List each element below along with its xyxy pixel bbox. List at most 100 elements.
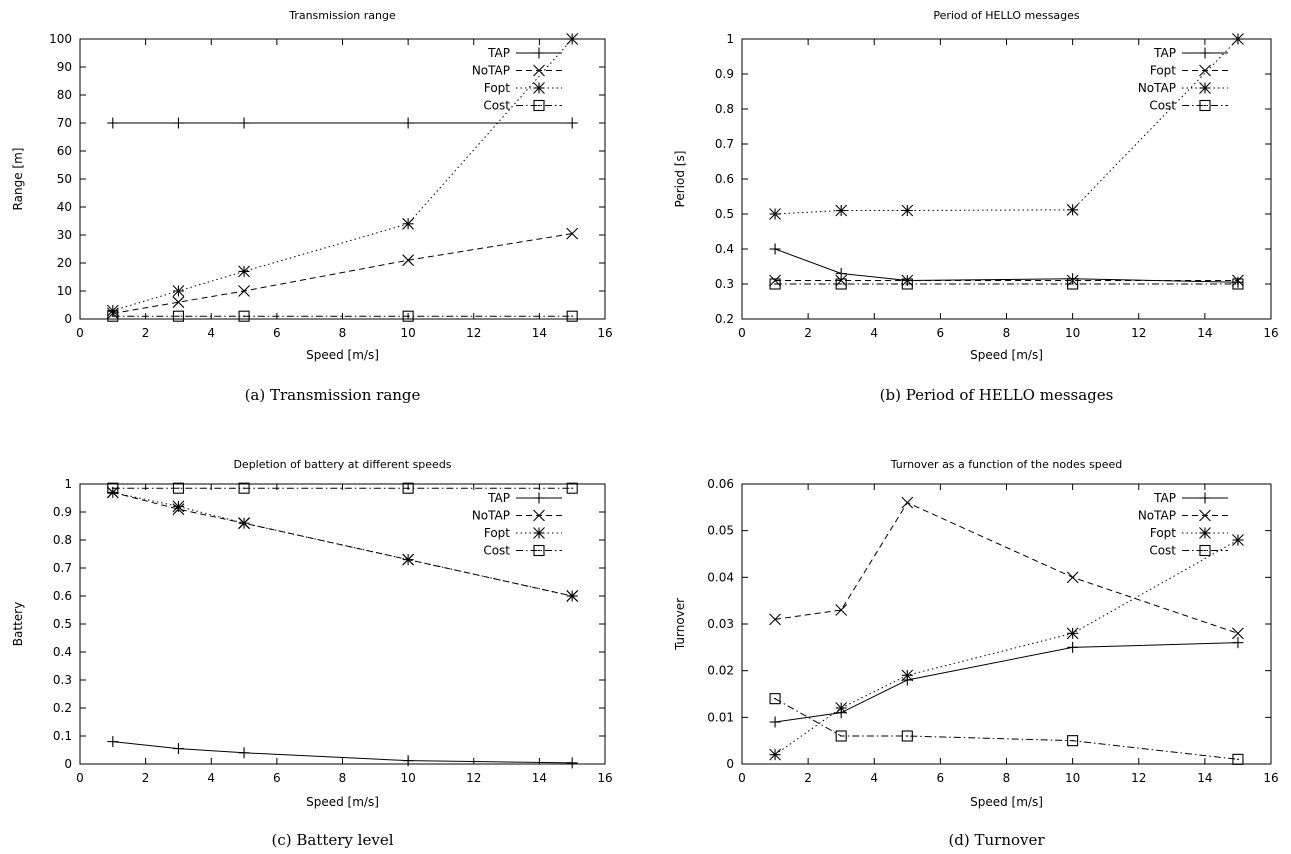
y-tick-label: 0	[64, 312, 72, 326]
y-axis-label: Range [m]	[11, 148, 25, 211]
legend-label: TAP	[1153, 491, 1176, 505]
y-tick-label: 0.9	[53, 505, 72, 519]
data-point-cost	[901, 278, 913, 290]
legend-label: TAP	[487, 491, 510, 505]
data-point-notap	[901, 496, 914, 509]
legend-label: Cost	[483, 544, 510, 558]
x-tick-label: 6	[937, 326, 945, 340]
x-tick-label: 10	[400, 771, 415, 785]
data-point-notap	[1232, 33, 1244, 45]
data-point-tap	[1067, 641, 1079, 653]
x-tick-label: 12	[1131, 326, 1146, 340]
data-point-tap	[566, 117, 578, 129]
data-point-notap	[835, 204, 848, 217]
data-point-tap	[1232, 637, 1244, 649]
y-tick-label: 0.4	[715, 242, 734, 256]
x-tick-label: 10	[1065, 326, 1080, 340]
x-tick-label: 8	[1003, 771, 1011, 785]
legend-marker	[533, 99, 545, 112]
data-point-cost	[901, 730, 913, 742]
data-point-fopt	[172, 500, 185, 513]
y-tick-label: 0.8	[715, 102, 734, 116]
x-tick-label: 0	[738, 771, 746, 785]
data-point-fopt	[402, 217, 415, 230]
y-tick-label: 0	[726, 757, 734, 771]
chart-title: Turnover as a function of the nodes spee…	[890, 458, 1123, 471]
x-tick-label: 2	[804, 771, 812, 785]
legend-label: NoTAP	[472, 509, 510, 523]
y-tick-label: 50	[57, 172, 72, 186]
legend-marker	[1199, 47, 1211, 59]
legend-marker	[1199, 509, 1211, 522]
data-point-fopt	[106, 486, 119, 499]
y-tick-label: 0.01	[707, 710, 734, 724]
data-point-cost	[238, 310, 250, 322]
x-tick-label: 2	[804, 326, 812, 340]
x-axis-label: Speed [m/s]	[306, 348, 379, 362]
x-tick-label: 16	[597, 771, 612, 785]
x-tick-label: 0	[76, 326, 84, 340]
data-point-tap	[107, 736, 119, 748]
legend-label: Fopt	[1150, 64, 1176, 78]
data-point-cost	[238, 482, 250, 494]
y-tick-label: 0.05	[707, 524, 734, 538]
chart-title: Depletion of battery at different speeds	[233, 458, 451, 471]
chart-title: Period of HELLO messages	[933, 9, 1080, 22]
chart-panel-2: Period of HELLO messages 0 2 4 6 8 10 12 14 16 0.2…	[673, 9, 1279, 404]
legend-label: Cost	[1149, 544, 1176, 558]
data-point-cost	[172, 482, 184, 494]
data-point-tap	[402, 117, 414, 129]
subfigure-caption: (d) Turnover	[948, 831, 1045, 849]
data-point-cost	[566, 482, 578, 494]
data-point-notap	[172, 296, 185, 309]
x-axis-label: Speed [m/s]	[306, 795, 379, 809]
x-tick-label: 6	[273, 326, 281, 340]
y-axis-label: Turnover	[673, 598, 687, 651]
legend-label: Cost	[1149, 99, 1176, 113]
data-point-tap	[172, 743, 184, 755]
legend-marker	[1199, 492, 1211, 504]
y-tick-label: 0.1	[53, 729, 72, 743]
y-axis-label: Period [s]	[673, 151, 687, 208]
series-line-fopt	[112, 38, 573, 312]
x-tick-label: 12	[466, 771, 481, 785]
data-point-cost	[107, 482, 119, 494]
legend-label: TAP	[487, 46, 510, 60]
y-tick-label: 0.7	[53, 561, 72, 575]
legend-label: Cost	[483, 99, 510, 113]
x-tick-label: 14	[532, 326, 547, 340]
subfigure-caption: (b) Period of HELLO messages	[880, 386, 1114, 404]
data-point-tap	[769, 716, 781, 728]
x-tick-label: 6	[273, 771, 281, 785]
y-tick-label: 0.04	[707, 570, 734, 584]
y-tick-label: 1	[64, 477, 72, 491]
legend-label: NoTAP	[1138, 509, 1176, 523]
data-point-cost	[566, 310, 578, 322]
legend-marker	[1199, 527, 1211, 539]
x-tick-label: 14	[1197, 771, 1212, 785]
data-point-cost	[1067, 735, 1079, 747]
data-point-notap	[901, 204, 914, 217]
data-point-tap	[566, 757, 578, 769]
x-axis-label: Speed [m/s]	[970, 795, 1043, 809]
data-point-cost	[402, 482, 414, 494]
legend-marker	[533, 509, 545, 522]
x-tick-label: 8	[339, 326, 347, 340]
series-line-notap	[112, 233, 573, 314]
data-point-notap	[835, 604, 848, 616]
data-point-fopt	[1232, 534, 1244, 546]
x-tick-label: 12	[466, 326, 481, 340]
chart-panel-1: Transmission range 0 2 4 6 8 10 12 14 16 0 10 20 30 40…	[11, 9, 613, 404]
y-tick-label: 0.3	[53, 673, 72, 687]
legend-marker	[533, 544, 545, 557]
x-tick-label: 14	[1197, 326, 1212, 340]
legend-marker	[533, 82, 545, 94]
data-point-notap	[1232, 627, 1244, 640]
x-tick-label: 4	[870, 326, 878, 340]
x-tick-label: 2	[142, 326, 150, 340]
data-point-notap	[238, 285, 250, 297]
data-point-fopt	[566, 33, 579, 45]
plot-frame	[79, 38, 606, 320]
y-tick-label: 0.02	[707, 664, 734, 678]
